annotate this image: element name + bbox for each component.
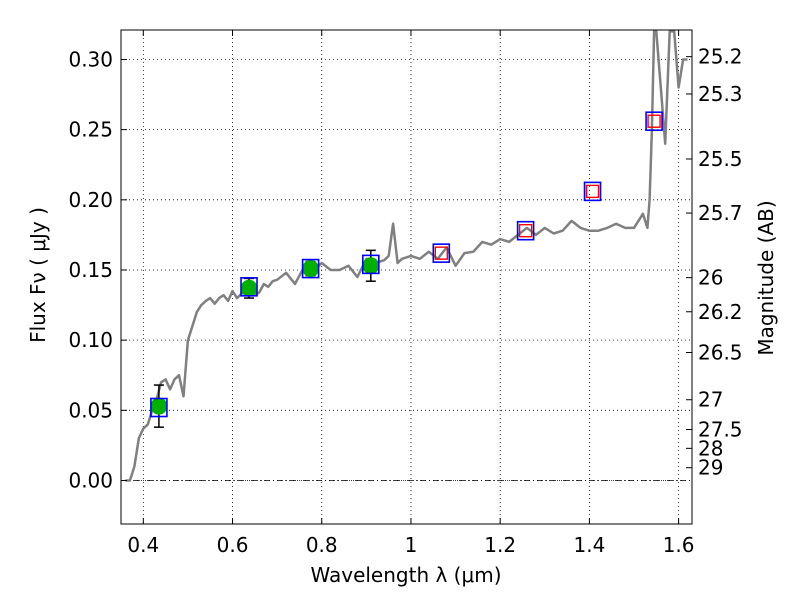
model-photometry-box (583, 181, 602, 202)
model-photometry-box (362, 254, 380, 275)
y-tick-label: 0.20 (68, 188, 113, 212)
x-tick-label: 1.2 (484, 533, 516, 557)
magnitude-axis-title: Magnitude (AB) (754, 200, 778, 355)
magnitude-tick-label: 25.5 (698, 147, 743, 171)
x-tick-label: 1 (405, 533, 418, 557)
magnitude-tick-label: 26.5 (698, 341, 743, 365)
y-tick-label: 0.25 (68, 118, 113, 142)
magnitude-tick-label: 27 (698, 388, 723, 412)
magnitude-tick-label: 25.7 (698, 201, 743, 225)
model-photometry-box (432, 243, 451, 263)
grid (121, 30, 692, 524)
x-tick-label: 0.8 (306, 533, 338, 557)
y-axis-title: Flux Fν ( μJy ) (26, 207, 50, 343)
model-photometry-box (516, 220, 535, 241)
observed-point (240, 279, 258, 297)
x-tick-label: 1.4 (573, 533, 605, 557)
plot-area (125, 30, 688, 482)
upper-photometry-box (518, 223, 533, 238)
model-photometry-box (301, 258, 320, 279)
model-spectrum-line (125, 30, 688, 482)
magnitude-tick-label: 26.2 (698, 300, 743, 324)
magnitude-tick-label: 29 (698, 456, 723, 480)
upper-photometry-box (647, 114, 661, 128)
y-tick-label: 0.15 (68, 258, 113, 282)
x-axis-title: Wavelength λ (μm) (310, 563, 501, 587)
y-tick-label: 0.10 (68, 328, 113, 352)
x-tick-label: 0.4 (127, 533, 159, 557)
plot-frame (120, 29, 693, 525)
y-tick-label: 0.00 (68, 468, 113, 492)
model-photometry-box (150, 397, 168, 418)
magnitude-tick-label: 25.3 (698, 82, 743, 106)
model-photometry-box (645, 111, 663, 132)
x-tick-label: 0.6 (217, 533, 249, 557)
y-tick-label: 0.30 (68, 47, 113, 71)
upper-photometry-box (434, 246, 448, 260)
magnitude-tick-label: 28 (698, 436, 723, 460)
magnitude-tick-label: 26 (698, 266, 723, 290)
model-photometry-box (240, 277, 258, 297)
magnitude-tick-label: 27.5 (698, 418, 743, 442)
observed-point (362, 257, 380, 275)
observed-point (150, 397, 168, 415)
upper-photometry-box (585, 184, 600, 199)
x-tick-label: 1.6 (663, 533, 695, 557)
y-axis: 0.00 0.05 0.10 0.15 0.20 0.25 0.30 (68, 47, 127, 492)
observed-point (302, 260, 320, 278)
y-tick-label: 0.05 (68, 398, 113, 422)
magnitude-tick-label: 25.2 (698, 45, 743, 69)
x-axis: 0.4 0.6 0.8 1 1.2 1.4 1.6 (127, 30, 695, 557)
